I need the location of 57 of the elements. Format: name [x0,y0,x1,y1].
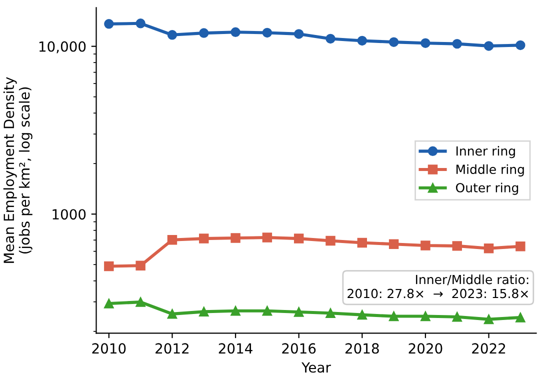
y-axis-title: Mean Employment Density (jobs per km², log scale) [3,77,32,263]
point [452,38,462,49]
point [420,240,430,250]
point [484,243,494,254]
point [262,28,272,38]
legend-label: Outer ring [456,182,518,195]
point [388,37,399,47]
point [326,34,336,44]
x-tick-label: 2012 [156,343,189,354]
point [326,308,336,318]
point [420,311,430,322]
point [516,40,526,50]
point [104,19,114,29]
point [388,311,399,322]
point [484,41,494,51]
point [199,28,209,38]
point [516,242,526,252]
point [167,235,178,245]
y-tick-label: 10,000 [39,41,86,54]
annotation: Inner/Middle ratio: 2010: 27.8× → 2023: 15.8× [348,274,528,298]
x-tick-label: 2016 [282,343,316,354]
point [294,234,304,244]
point [262,306,272,316]
point [452,312,462,322]
point [136,297,146,307]
point [294,307,304,317]
point [167,309,178,319]
point [388,239,399,250]
point [484,314,494,324]
x-tick-label: 2010 [92,343,126,354]
point [136,18,146,28]
point [136,260,146,270]
x-tick-label: 2018 [345,343,379,354]
x-tick-label: 2022 [472,343,506,354]
point [230,27,240,37]
point [357,36,368,46]
point [516,312,526,322]
legend-label: Inner ring [456,146,515,158]
point [294,29,304,39]
point [167,30,178,40]
point [230,306,240,316]
point [104,261,114,272]
point [199,306,209,317]
y-tick-label: 1000 [52,209,86,220]
point [357,310,368,320]
legend-label: Middle ring [456,164,524,176]
point [262,232,272,242]
point [104,298,114,308]
x-axis-title: Year [302,362,331,373]
point [326,236,336,246]
x-tick-label: 2014 [218,343,252,354]
point [420,38,430,48]
point [199,234,209,244]
x-tick-label: 2020 [408,343,442,354]
point [452,241,462,251]
point [230,233,240,243]
point [357,238,368,248]
